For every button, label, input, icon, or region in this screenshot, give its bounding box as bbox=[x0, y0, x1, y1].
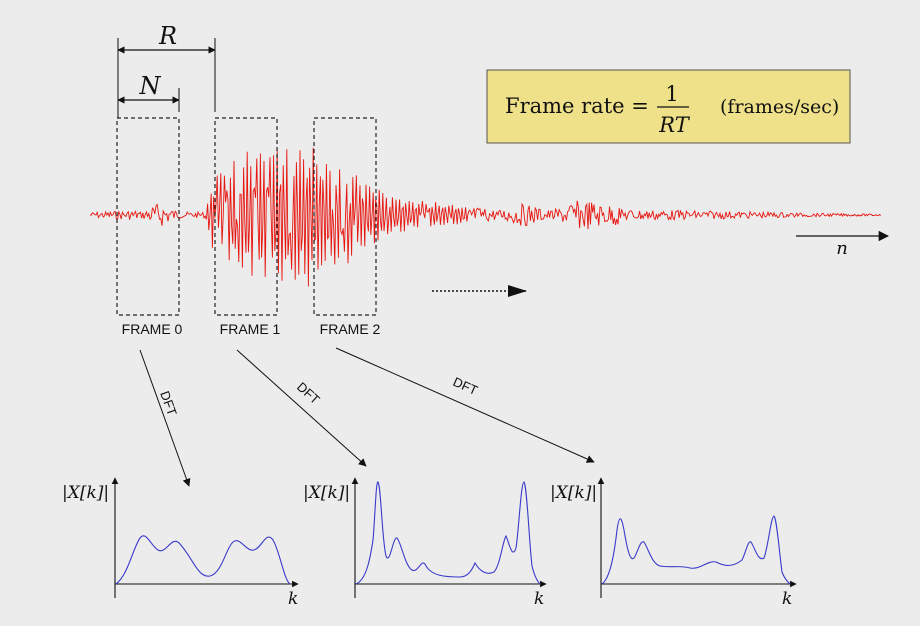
formula-denominator: RT bbox=[658, 113, 690, 137]
dft-arrow-2 bbox=[335, 347, 595, 463]
frame-2-window bbox=[313, 117, 377, 316]
spectrum-0-curve bbox=[115, 535, 291, 585]
frame-windows: FRAME 0 FRAME 1 FRAME 2 bbox=[116, 117, 381, 337]
speech-waveform bbox=[89, 147, 882, 287]
dft-label-0: DFT bbox=[157, 389, 180, 418]
dft-arrows: DFT DFT DFT bbox=[139, 347, 595, 487]
spectrum-0-x-label: k bbox=[288, 589, 298, 609]
frame-1-label: FRAME 1 bbox=[220, 321, 281, 337]
spectrum-panel-2: |X[k]| k bbox=[550, 477, 797, 609]
frame-rate-formula: Frame rate = 1 RT (frames/sec) bbox=[486, 69, 851, 144]
dft-label-1: DFT bbox=[294, 379, 323, 407]
formula-numerator: 1 bbox=[665, 82, 678, 106]
frame-1-window bbox=[214, 117, 278, 316]
time-axis-label: n bbox=[836, 238, 848, 259]
r-label: R bbox=[158, 22, 177, 50]
dft-label-2: DFT bbox=[451, 374, 480, 398]
frame-0-window bbox=[116, 117, 180, 316]
shift-arrow bbox=[432, 285, 527, 297]
spectrum-1-curve bbox=[355, 481, 541, 585]
formula-units: (frames/sec) bbox=[720, 96, 839, 118]
frame-2-label: FRAME 2 bbox=[320, 321, 381, 337]
dft-arrow-0 bbox=[139, 349, 191, 487]
n-dimension: N bbox=[117, 72, 180, 112]
spectrum-2-y-label: |X[k]| bbox=[550, 483, 597, 503]
spectrum-0-y-label: |X[k]| bbox=[62, 483, 109, 503]
dft-arrow-1 bbox=[236, 349, 367, 467]
n-width-label: N bbox=[139, 72, 162, 100]
r-dimension: R bbox=[117, 22, 216, 118]
formula-lhs: Frame rate = bbox=[505, 94, 649, 118]
time-axis: n bbox=[796, 230, 890, 259]
spectrum-2-x-label: k bbox=[782, 589, 792, 609]
spectrum-panel-0: |X[k]| k bbox=[62, 477, 299, 609]
spectrum-panel-1: |X[k]| k bbox=[303, 477, 547, 609]
spectrum-1-y-label: |X[k]| bbox=[303, 483, 350, 503]
spectrum-2-curve bbox=[601, 515, 791, 585]
frame-0-label: FRAME 0 bbox=[122, 321, 183, 337]
spectrum-1-x-label: k bbox=[534, 589, 544, 609]
